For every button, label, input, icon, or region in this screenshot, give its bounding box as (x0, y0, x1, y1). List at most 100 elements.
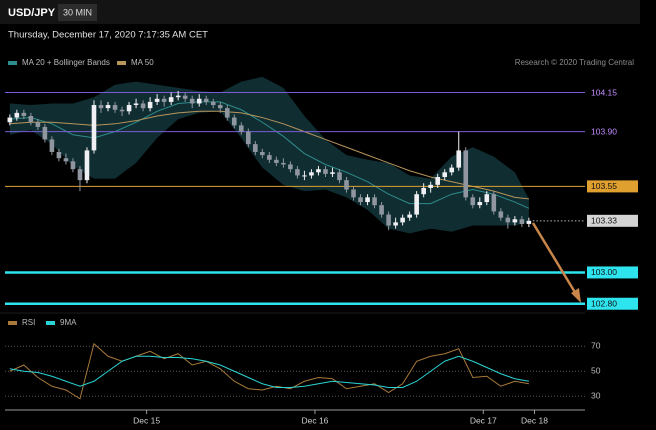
candle-body (182, 95, 188, 99)
x-tick-label: Dec 18 (521, 415, 548, 425)
level-label: 103.90 (591, 126, 617, 136)
candle-body (210, 101, 216, 106)
candle-body (470, 197, 476, 206)
candle-body (168, 97, 174, 102)
rsi-line (9, 355, 529, 388)
candle-body (56, 151, 62, 159)
ma50-line (9, 110, 529, 200)
symbol: USD/JPY (8, 7, 56, 19)
candle-body (49, 139, 55, 152)
candle-body (365, 197, 370, 203)
candle-body (379, 205, 384, 215)
candle-body (119, 109, 125, 112)
candle-body (154, 98, 160, 102)
candle-body (175, 95, 181, 98)
candle-body (456, 150, 462, 168)
candle-body (281, 162, 286, 165)
candle-body (224, 108, 230, 118)
legend-label: MA 50 (131, 58, 154, 67)
candle-body (91, 105, 97, 151)
candle-body (196, 98, 202, 104)
candle-body (309, 172, 314, 176)
candle-body (316, 169, 321, 173)
candle-body (267, 155, 272, 160)
y-tick-label: 50 (591, 366, 601, 376)
candle-body (414, 194, 419, 215)
candle-body (477, 202, 483, 206)
y-tick-label: 30 (591, 391, 601, 401)
interval-badge[interactable] (58, 4, 97, 21)
candle-body (519, 219, 525, 224)
candle-body (105, 105, 111, 109)
candle-body (217, 105, 223, 109)
candle-body (302, 175, 307, 177)
level-box (587, 297, 638, 310)
candle-body (428, 184, 433, 188)
arrow-shaft (531, 222, 578, 295)
candle-body (421, 187, 426, 195)
candle-body (393, 222, 398, 226)
level-label: 103.33 (591, 216, 617, 226)
candle-body (126, 105, 132, 112)
candle-body (491, 194, 497, 212)
candle-body (70, 161, 76, 170)
y-tick-label: 70 (591, 341, 601, 351)
legend-swatch (8, 61, 17, 65)
candle-body (231, 117, 237, 126)
candle-body (14, 112, 20, 118)
candle-body (435, 177, 440, 185)
top-bar (0, 0, 640, 24)
candle-body (512, 219, 518, 223)
candle-body (372, 197, 377, 206)
candle-body (161, 98, 167, 102)
candle-body (189, 98, 195, 104)
level-label: 104.15 (591, 87, 617, 97)
candle-body (147, 101, 153, 109)
candle-body (253, 144, 258, 152)
candle-body (407, 214, 412, 218)
candle-body (274, 159, 279, 163)
projection-arrow (531, 222, 581, 303)
legend-swatch (8, 321, 17, 325)
legend-label: MA 20 + Bollinger Bands (22, 58, 110, 67)
candle-body (526, 220, 532, 224)
candle-body (140, 103, 146, 109)
candle-body (337, 172, 342, 181)
candle-body (260, 151, 265, 156)
candle-body (238, 125, 244, 132)
interval[interactable]: 30 MIN (63, 7, 92, 17)
level-label: 103.00 (591, 267, 617, 277)
level-label: 102.80 (591, 298, 617, 308)
legend-swatch (46, 321, 55, 325)
x-tick-label: Dec 17 (470, 415, 497, 425)
candle-body (63, 158, 69, 162)
level-box (587, 214, 638, 227)
candle-body (133, 103, 139, 106)
level-box (587, 266, 638, 279)
arrow-head (571, 288, 581, 303)
candle-body (344, 180, 349, 190)
legend-label: 9MA (60, 318, 77, 327)
candle-body (463, 150, 469, 198)
candle-body (400, 217, 405, 223)
legend-swatch (117, 61, 126, 65)
legend-label: RSI (22, 318, 35, 327)
candle-body (203, 98, 209, 102)
candle-body (112, 105, 118, 110)
datetime: Thursday, December 17, 2020 7:17:35 AM C… (8, 30, 208, 41)
x-tick-label: Dec 16 (301, 415, 328, 425)
candle-body (98, 105, 104, 109)
candle-body (498, 211, 504, 218)
x-tick-label: Dec 15 (133, 415, 160, 425)
candle-body (84, 150, 90, 181)
candle-body (442, 172, 448, 178)
candle-body (42, 126, 48, 140)
candle-body (484, 194, 490, 203)
candle-body (77, 169, 83, 181)
candle-body (386, 214, 391, 226)
candle-body (449, 167, 455, 173)
candle-body (21, 112, 27, 116)
level-box (587, 180, 638, 193)
